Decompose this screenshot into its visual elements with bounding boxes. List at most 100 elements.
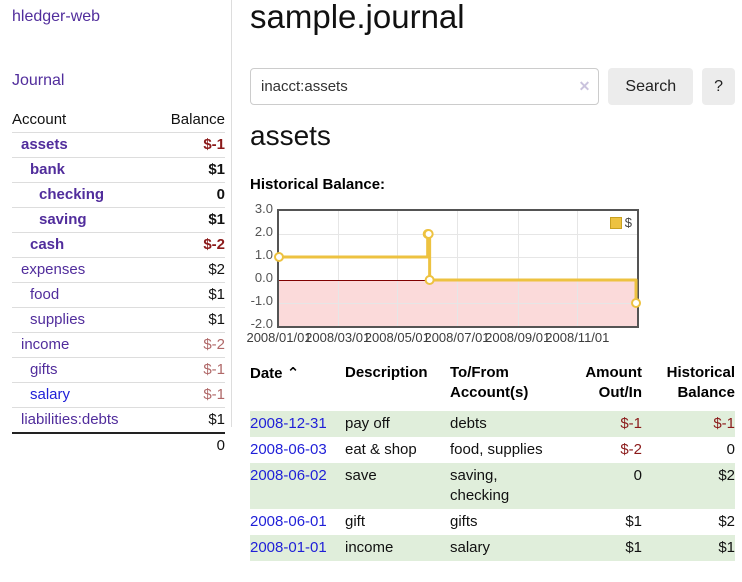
balance-header: Historical Balance [666,364,735,401]
data-point-marker [274,252,284,262]
register-row: 2008-06-03 eat & shop food, supplies $-2… [250,437,735,463]
accounts-table-header: Account Balance [12,108,225,133]
accounts-total-value: 0 [12,432,225,458]
register-row: 2008-06-02 save saving, checking 0 $2 [250,463,735,509]
search-button[interactable]: Search [608,68,694,105]
account-row: checking 0 [12,182,225,208]
transaction-date-link[interactable]: 2008-01-01 [250,539,327,556]
transaction-description: income [345,539,394,556]
y-axis-tick-label: 1.0 [254,247,273,262]
app-title-link[interactable]: hledger-web [12,8,101,25]
transaction-description: gift [345,513,366,530]
data-point-marker [423,229,434,239]
account-balance: $-1 [152,382,225,408]
accounts-header: To/From Account(s) [450,364,529,401]
register-row: 2008-01-01 income salary $1 $1 [250,535,735,561]
clear-search-icon[interactable]: ✕ [578,78,591,94]
account-balance: $-1 [152,357,225,383]
transaction-amount: $1 [625,513,642,530]
transaction-amount: $1 [625,539,642,556]
register-row: 2008-06-01 gift gifts $1 $2 [250,509,735,535]
account-balance: $-2 [152,332,225,358]
account-balance: $2 [152,257,225,283]
balance-column-header: Balance [170,111,225,128]
description-header: Description [345,364,428,381]
transaction-description: pay off [345,415,390,432]
amount-header: Amount Out/In [585,364,642,401]
transaction-accounts: food, supplies [450,441,543,458]
account-row: assets $-1 [12,132,225,158]
transaction-balance: $2 [718,467,735,484]
register-row: 2008-12-31 pay off debts $-1 $-1 [250,411,735,437]
vertical-gridline [457,211,459,326]
data-point-marker [631,298,642,308]
transaction-accounts: debts [450,415,487,432]
y-axis-tick-label: 0.0 [254,270,273,285]
date-header-label: Date [250,365,283,382]
account-link[interactable]: salary [30,386,71,403]
page-title: sample.journal [250,0,465,35]
transaction-balance: $-1 [713,415,735,432]
vertical-gridline [337,211,339,326]
historical-balance-chart: $ 3.0 2.0 1.0 0.0 -1.0 -2.0 2008/01/01 2008/03/… [245,202,645,354]
account-row: income $-2 [12,332,225,358]
account-balance: $1 [152,157,225,183]
account-row: cash $-2 [12,232,225,258]
account-row: food $1 [12,282,225,308]
chart-title: Historical Balance: [250,176,386,193]
transaction-date-link[interactable]: 2008-06-02 [250,467,327,484]
account-link[interactable]: saving [39,211,87,228]
vertical-gridline [397,211,399,326]
legend-label: $ [624,215,632,230]
accounts-balance-table: Account Balance assets $-1 bank $1 check… [12,108,225,458]
sidebar-item-journal[interactable]: Journal [12,72,65,89]
help-button[interactable]: ? [702,68,735,105]
account-link[interactable]: expenses [21,261,86,278]
y-axis-tick-label: 2.0 [254,224,273,239]
transaction-date-link[interactable]: 2008-12-31 [250,415,327,432]
account-link[interactable]: income [21,336,70,353]
account-link[interactable]: cash [30,236,65,253]
account-link[interactable]: bank [30,161,66,178]
chart-legend: $ [607,214,634,231]
data-point-marker [424,275,435,285]
account-link[interactable]: gifts [30,361,58,378]
y-axis-tick-label: -1.0 [250,293,273,308]
account-balance: $1 [152,207,225,233]
account-link[interactable]: checking [39,186,105,203]
x-axis-tick-label: 2008/03/01 [305,330,371,345]
sidebar: hledger-web Journal Account Balance asse… [0,0,232,458]
transaction-amount: $-2 [620,441,642,458]
account-link[interactable]: supplies [30,311,86,328]
transaction-balance: 0 [726,441,735,458]
sort-by-date-header[interactable]: Date ⌃ [250,364,300,382]
transaction-amount: $-1 [620,415,642,432]
accounts-total-row: 0 [12,432,225,458]
account-row: gifts $-1 [12,357,225,383]
transaction-date-link[interactable]: 2008-06-01 [250,513,327,530]
account-link[interactable]: liabilities:debts [21,411,119,428]
account-row: bank $1 [12,157,225,183]
account-balance: $-1 [152,132,225,158]
y-axis-tick-label: -2.0 [250,316,273,331]
account-row: salary $-1 [12,382,225,408]
search-input[interactable] [250,68,600,105]
x-axis-tick-label: 2008/01/01 [246,330,312,345]
account-link[interactable]: assets [21,136,68,153]
balance-step-line-series [274,229,642,308]
sort-ascending-icon: ⌃ [286,364,300,382]
chart-plot-area: $ [274,209,642,328]
account-link[interactable]: food [30,286,60,303]
x-axis-tick-label: 2008/05/01 [364,330,430,345]
account-heading: assets [250,120,331,151]
transaction-description: save [345,467,377,484]
x-axis-tick-label: 2008/07/01 [424,330,490,345]
account-balance: $1 [152,407,225,433]
account-balance: $1 [152,307,225,333]
x-axis-tick-label: 2008/11/01 [545,330,610,345]
account-row: supplies $1 [12,307,225,333]
account-row: saving $1 [12,207,225,233]
transaction-accounts: saving, checking [450,467,510,504]
vertical-gridline [577,211,579,326]
transaction-date-link[interactable]: 2008-06-03 [250,441,327,458]
